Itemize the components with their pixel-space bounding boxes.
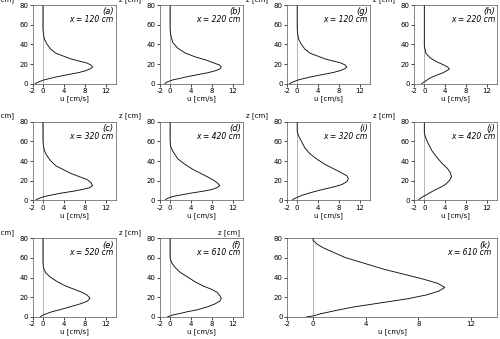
- Y-axis label: z [cm]: z [cm]: [374, 113, 396, 119]
- Y-axis label: z [cm]: z [cm]: [0, 0, 14, 3]
- Text: (b): (b): [229, 7, 240, 17]
- X-axis label: u [cm/s]: u [cm/s]: [60, 95, 89, 102]
- X-axis label: u [cm/s]: u [cm/s]: [441, 212, 470, 219]
- Y-axis label: z [cm]: z [cm]: [246, 113, 268, 119]
- Text: (h): (h): [483, 7, 495, 17]
- Text: (i): (i): [359, 124, 368, 133]
- X-axis label: u [cm/s]: u [cm/s]: [60, 328, 89, 335]
- Text: (j): (j): [486, 124, 495, 133]
- Y-axis label: z [cm]: z [cm]: [119, 229, 141, 236]
- Y-axis label: z [cm]: z [cm]: [374, 0, 396, 3]
- Text: x = 520 cm: x = 520 cm: [70, 248, 114, 257]
- Text: x = 320 cm: x = 320 cm: [324, 132, 368, 141]
- X-axis label: u [cm/s]: u [cm/s]: [441, 95, 470, 102]
- X-axis label: u [cm/s]: u [cm/s]: [314, 95, 343, 102]
- Text: (d): (d): [229, 124, 240, 133]
- Text: x = 420 cm: x = 420 cm: [450, 132, 495, 141]
- Text: x = 120 cm: x = 120 cm: [70, 15, 114, 24]
- Text: (a): (a): [102, 7, 114, 17]
- Text: x = 610 cm: x = 610 cm: [447, 248, 491, 257]
- Text: (k): (k): [480, 241, 491, 250]
- Y-axis label: z [cm]: z [cm]: [246, 0, 268, 3]
- Y-axis label: z [cm]: z [cm]: [119, 0, 141, 3]
- Text: (c): (c): [102, 124, 114, 133]
- X-axis label: u [cm/s]: u [cm/s]: [314, 212, 343, 219]
- Text: x = 420 cm: x = 420 cm: [196, 132, 240, 141]
- X-axis label: u [cm/s]: u [cm/s]: [378, 328, 406, 335]
- Text: x = 120 cm: x = 120 cm: [324, 15, 368, 24]
- X-axis label: u [cm/s]: u [cm/s]: [187, 328, 216, 335]
- Text: x = 220 cm: x = 220 cm: [450, 15, 495, 24]
- X-axis label: u [cm/s]: u [cm/s]: [187, 212, 216, 219]
- Y-axis label: z [cm]: z [cm]: [0, 229, 14, 236]
- X-axis label: u [cm/s]: u [cm/s]: [60, 212, 89, 219]
- Y-axis label: z [cm]: z [cm]: [0, 113, 14, 119]
- Text: x = 610 cm: x = 610 cm: [196, 248, 240, 257]
- Text: (g): (g): [356, 7, 368, 17]
- Y-axis label: z [cm]: z [cm]: [218, 229, 240, 236]
- Text: x = 220 cm: x = 220 cm: [196, 15, 240, 24]
- Y-axis label: z [cm]: z [cm]: [119, 113, 141, 119]
- Text: (f): (f): [231, 241, 240, 250]
- Text: (e): (e): [102, 241, 114, 250]
- Text: x = 320 cm: x = 320 cm: [70, 132, 114, 141]
- X-axis label: u [cm/s]: u [cm/s]: [187, 95, 216, 102]
